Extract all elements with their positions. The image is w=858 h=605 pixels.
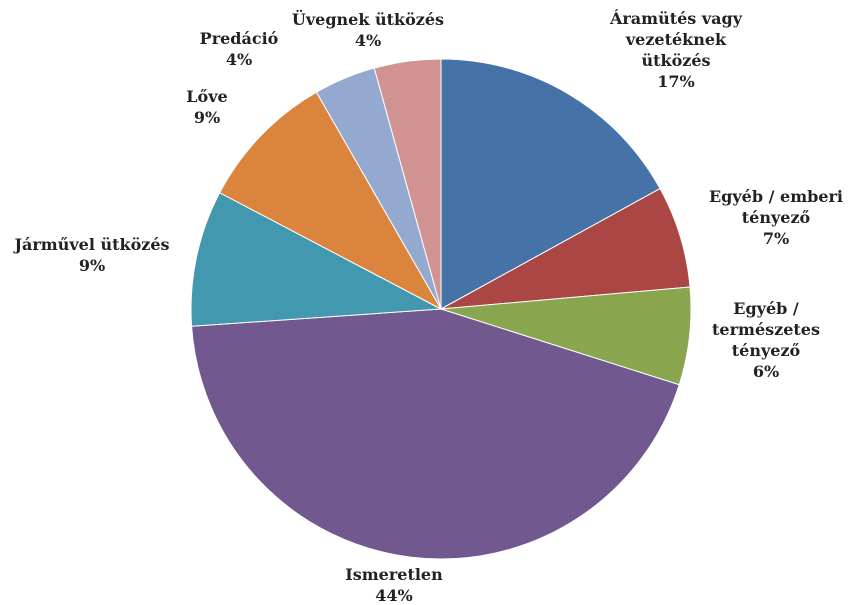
slice-label: Egyéb / emberi tényező 7% — [709, 187, 843, 248]
slice-label-line: Üvegnek ütközés — [292, 9, 444, 29]
slice-percent: 4% — [226, 50, 252, 69]
slice-label-line: Áramütés vagy — [609, 8, 743, 28]
slice-percent: 9% — [194, 108, 220, 127]
slice-percent: 44% — [375, 586, 412, 605]
slice-label: Egyéb / természetes tényező 6% — [712, 299, 820, 381]
pie-slice — [440, 58, 661, 310]
pie-slice — [373, 58, 442, 310]
slice-label-line: Egyéb / emberi — [709, 187, 843, 206]
slice-label-line: ütközés — [641, 51, 710, 70]
slice-percent: 6% — [753, 362, 779, 381]
slice-label: Járművel ütközés 9% — [12, 235, 169, 275]
slice-percent: 7% — [763, 229, 789, 248]
pie-slice — [190, 192, 443, 327]
slice-label-line: tényező — [732, 341, 801, 360]
slice-label: Áramütés vagy vezetéknek ütközés 17% — [609, 8, 743, 91]
slice-label-line: Ismeretlen — [345, 565, 443, 584]
slice-label: Predáció 4% — [200, 29, 279, 69]
pie-slice — [219, 91, 443, 311]
slice-label-line: Járművel ütközés — [12, 235, 169, 254]
slice-label-line: természetes — [712, 320, 820, 339]
slice-label: Lőve 9% — [186, 87, 227, 127]
pie-slice — [191, 308, 680, 560]
slice-percent: 9% — [79, 256, 105, 275]
slice-label-line: Predáció — [200, 29, 279, 48]
slice-percent: 17% — [657, 72, 694, 91]
slice-percent: 4% — [355, 31, 381, 50]
slice-label-line: Lőve — [186, 87, 227, 106]
slice-label-line: vezetéknek — [625, 30, 727, 49]
slice-label-line: Egyéb / — [733, 299, 799, 318]
slice-label-line: tényező — [742, 208, 811, 227]
pie-labels: Áramütés vagy vezetéknek ütközés 17% Egyéb /… — [12, 8, 843, 605]
pie-slices — [190, 58, 692, 560]
slice-label: Üvegnek ütközés 4% — [292, 9, 444, 50]
slice-label: Ismeretlen 44% — [345, 565, 443, 605]
